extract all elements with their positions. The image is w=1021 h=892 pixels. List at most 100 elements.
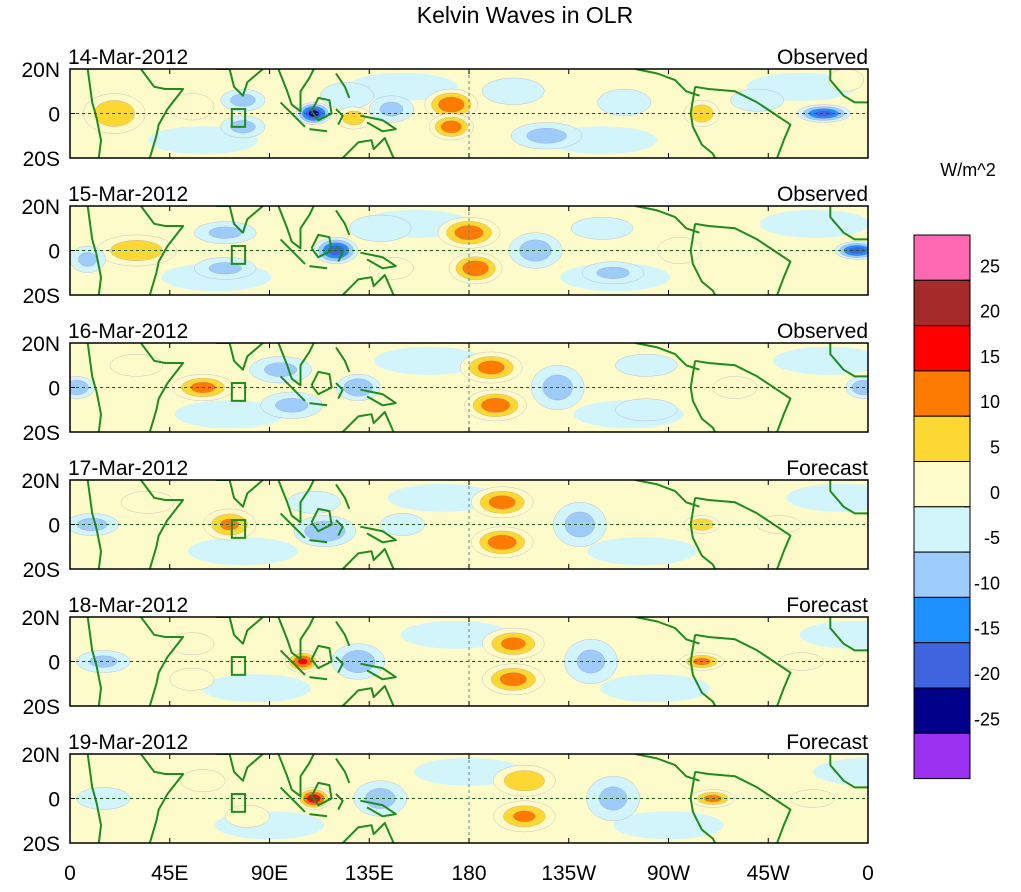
y-tick-label: 20N <box>21 59 60 82</box>
x-tick-label: 180 <box>451 862 486 885</box>
coastline <box>309 128 328 133</box>
anomaly-contour <box>615 353 678 377</box>
anomaly-contour <box>440 120 462 134</box>
panel-date-label: 18-Mar-2012 <box>68 594 188 617</box>
coastline <box>689 771 716 843</box>
weak-negative-area <box>600 674 711 703</box>
weak-negative-area <box>347 72 458 101</box>
anomaly-contour <box>379 101 404 117</box>
colorbar: 25 20 15 10 5 0 -5 -10 -15 -20 -25 <box>913 234 1000 780</box>
coastline <box>216 480 264 508</box>
colorbar-units-label: W/m^2 <box>940 160 995 180</box>
coastline <box>216 617 264 645</box>
anomaly-contour <box>320 82 374 110</box>
colorbar-swatch <box>913 642 971 689</box>
y-tick-label: 20N <box>21 333 60 356</box>
coastline <box>635 480 700 508</box>
anomaly-contour <box>120 490 175 514</box>
region-box <box>230 245 247 265</box>
coastline <box>86 754 102 843</box>
coastline <box>279 786 306 813</box>
colorbar-label: -5 <box>984 528 1000 548</box>
coastline <box>309 539 328 544</box>
panel-status-label: Observed <box>777 320 868 343</box>
colorbar-label: 10 <box>980 392 1000 412</box>
y-tick-label: 0 <box>48 378 60 401</box>
coastline <box>140 617 185 706</box>
anomaly-contour <box>526 128 567 144</box>
coastline <box>694 496 792 569</box>
coastline <box>309 402 328 407</box>
y-tick-label: 20S <box>23 833 60 856</box>
coastline <box>689 86 716 158</box>
anomaly-contour <box>208 262 242 275</box>
coastline <box>140 754 185 843</box>
region-box <box>230 108 247 128</box>
coastline <box>360 388 397 407</box>
x-tick-label: 0 <box>862 862 874 885</box>
anomaly-contour <box>500 637 526 651</box>
panels-group: 20N 0 20S 14-Mar-2012 Observed 20N 0 20S 15-Mar-… <box>21 46 869 856</box>
panel: 20N 0 20S 18-Mar-2012 Forecast <box>21 594 869 719</box>
colorbar-swatch <box>913 461 971 508</box>
panel-status-label: Forecast <box>786 457 868 480</box>
anomaly-contour <box>814 110 833 117</box>
coastline <box>309 265 328 270</box>
coastline <box>279 649 306 676</box>
panel: 20N 0 20S 14-Mar-2012 Observed <box>21 46 869 171</box>
colorbar-label: -20 <box>974 664 1000 684</box>
weak-negative-area <box>813 757 868 786</box>
coastline <box>335 108 344 126</box>
coastline <box>635 617 700 645</box>
coastline <box>86 617 102 706</box>
coastline <box>341 411 395 432</box>
coastline <box>310 233 333 259</box>
anomaly-contour <box>275 398 309 413</box>
panel-status-label: Forecast <box>786 594 868 617</box>
panel-status-label: Observed <box>777 183 868 206</box>
coastline <box>216 206 264 234</box>
weak-negative-area <box>586 537 697 566</box>
anomaly-contour <box>368 256 414 280</box>
y-tick-label: 0 <box>48 652 60 675</box>
olr-field <box>83 69 868 158</box>
anomaly-contour <box>513 810 536 823</box>
coastline <box>140 480 185 569</box>
panel-date-label: 19-Mar-2012 <box>68 731 188 754</box>
coastline <box>689 360 716 432</box>
colorbar-label: 15 <box>980 347 1000 367</box>
coastline <box>694 85 792 158</box>
x-tick-label: 45E <box>151 862 188 885</box>
y-tick-label: 20N <box>21 470 60 493</box>
coastline <box>335 346 351 373</box>
anomaly-contour <box>481 397 511 413</box>
coastline <box>277 69 315 113</box>
panel-status-label: Forecast <box>786 731 868 754</box>
weak-negative-area <box>187 537 298 566</box>
coastline <box>335 656 344 674</box>
x-axis: 0 45E 90E 135E 180 135W 90W 45W 0 <box>64 862 874 885</box>
colorbar-swatch <box>913 279 971 327</box>
coastline <box>360 114 397 133</box>
weak-negative-area <box>174 400 285 429</box>
olr-field <box>76 617 868 706</box>
coastline <box>309 676 328 681</box>
anomaly-contour <box>264 362 298 377</box>
y-tick-label: 0 <box>48 515 60 538</box>
anomaly-contour <box>499 672 527 687</box>
coastline <box>829 343 868 378</box>
coastline <box>335 245 344 263</box>
coastline <box>341 137 395 158</box>
colorbar-label: -10 <box>974 573 1000 593</box>
coastline <box>277 617 315 661</box>
coastline <box>635 754 700 782</box>
colorbar-label: 5 <box>990 438 1000 458</box>
y-tick-label: 20S <box>23 422 60 445</box>
weak-negative-area <box>786 483 868 512</box>
y-tick-label: 20N <box>21 744 60 767</box>
coastline <box>279 238 306 265</box>
coastline <box>829 480 868 515</box>
panel-date-label: 15-Mar-2012 <box>68 183 188 206</box>
panel: 20N 0 20S 17-Mar-2012 Forecast <box>21 457 869 582</box>
coastline <box>277 206 315 250</box>
